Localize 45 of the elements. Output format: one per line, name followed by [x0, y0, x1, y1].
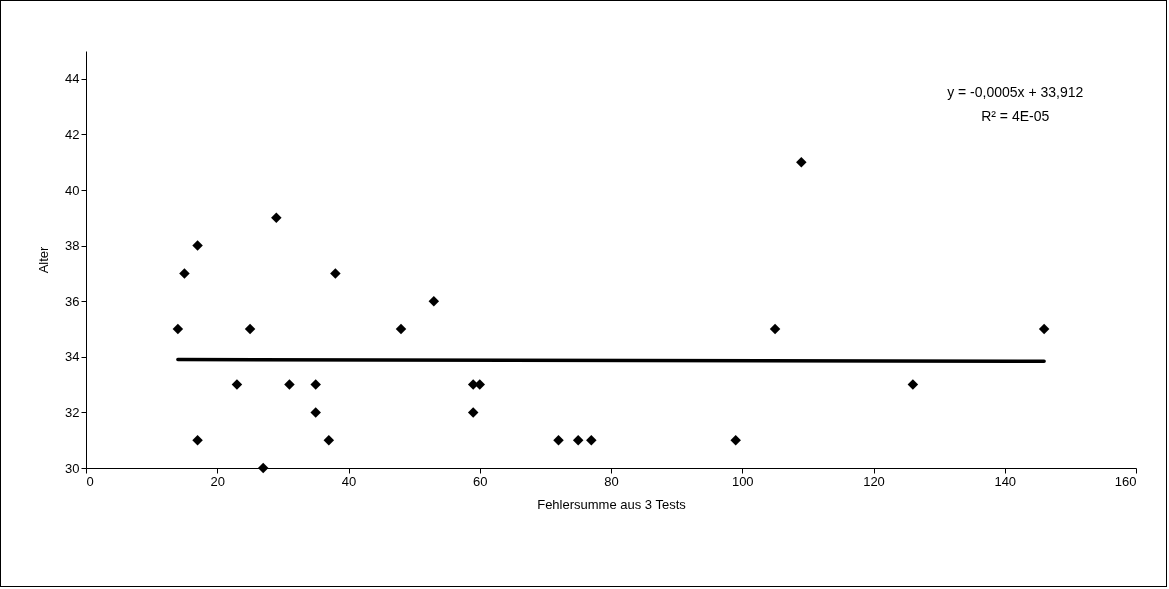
x-tick-label: 60: [473, 473, 488, 489]
y-tick-label: 44: [65, 71, 80, 87]
point: [310, 379, 321, 390]
y-tick-label: 30: [65, 460, 80, 476]
point: [467, 407, 479, 418]
annotation: y = -0,0005x + 33,912: [947, 84, 1084, 100]
x-axis-title: Fehlersumme aus 3 Tests: [537, 496, 687, 512]
x-tick-label: 40: [341, 473, 357, 489]
point: [257, 462, 269, 474]
point: [179, 268, 190, 279]
point: [428, 295, 440, 307]
x-tick-label: 160: [1114, 473, 1137, 489]
point: [796, 156, 807, 168]
y-axis-title: Alter: [36, 245, 52, 274]
x-tick-label: 100: [731, 473, 754, 489]
annotation: R² = 4E-05: [981, 108, 1050, 124]
point: [907, 379, 919, 390]
point: [323, 434, 335, 446]
x-tick-label: 0: [86, 473, 94, 489]
point: [553, 434, 564, 446]
x-tick-label: 80: [604, 473, 619, 489]
y-tick-label: 34: [65, 349, 80, 365]
y-tick-label: 36: [65, 293, 80, 309]
y-tick-label: 40: [65, 182, 80, 198]
point: [231, 379, 243, 390]
point: [192, 240, 203, 251]
point: [172, 323, 184, 335]
point: [310, 407, 321, 418]
x-tick-label: 120: [863, 473, 885, 489]
point: [1038, 323, 1050, 335]
point: [244, 323, 256, 335]
y-tick-label: 42: [65, 126, 80, 142]
point: [271, 212, 282, 224]
x-tick-label: 140: [994, 473, 1017, 489]
point: [395, 323, 407, 335]
point: [284, 379, 295, 390]
point: [572, 434, 584, 446]
point: [730, 434, 741, 446]
point: [192, 434, 203, 446]
point: [330, 268, 341, 279]
y-tick-label: 32: [65, 404, 80, 420]
point: [586, 434, 597, 446]
y-tick-label: 38: [65, 238, 80, 254]
point: [769, 323, 781, 335]
x-tick-label: 20: [210, 473, 225, 489]
